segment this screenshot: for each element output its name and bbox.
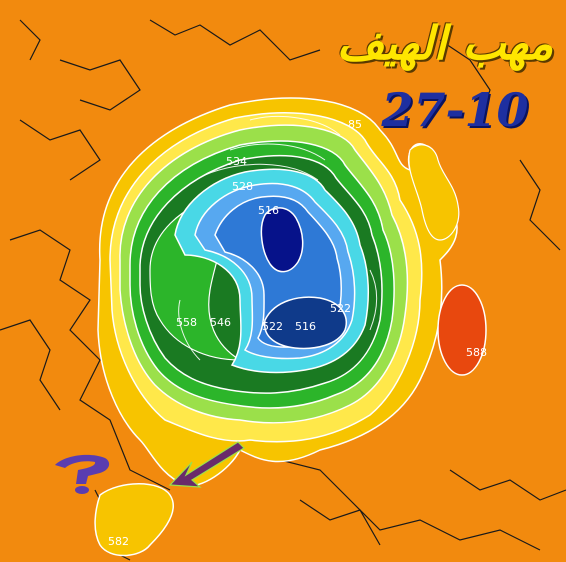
label-522-right: 522 [330, 302, 351, 315]
label-528-left: 528 [232, 180, 253, 193]
contour-fill-arabia [94, 483, 174, 557]
pointer-arrow [168, 441, 245, 488]
label-582: 582 [108, 535, 129, 548]
label-516-bottom: 516 [295, 320, 316, 333]
high-pressure-588 [437, 284, 487, 376]
label-516-center: 516 [258, 204, 279, 217]
label-522-bottom: 522 [262, 320, 283, 333]
contour-fill-dark-blue-lower [263, 296, 347, 350]
date-label: 27-10 [381, 83, 529, 137]
label-588: 588 [466, 346, 487, 359]
isolines [178, 115, 378, 361]
question-mark-marker [55, 454, 110, 494]
contour-fill-east-bulge [408, 144, 460, 241]
label-558: 558 [176, 316, 197, 329]
label-534: 534 [226, 155, 247, 168]
contour-fill-deep-blue-core [260, 207, 304, 273]
title-arabic: مهب الهيف [336, 16, 554, 70]
label-546: 546 [210, 316, 231, 329]
label-85: 85 [348, 118, 362, 131]
